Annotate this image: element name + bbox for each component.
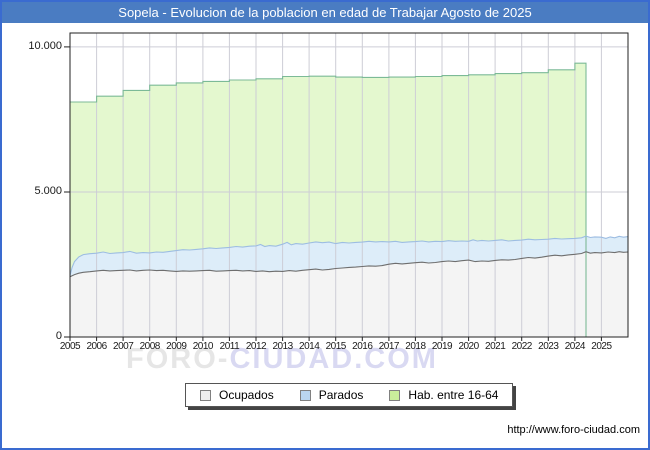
area-ocupados <box>70 251 628 337</box>
x-label-2012: 2012 <box>245 341 267 352</box>
y-label-10000: 10.000 <box>28 39 62 52</box>
x-label-2021: 2021 <box>485 341 506 352</box>
ocupados-swatch <box>200 389 211 401</box>
parados-swatch <box>299 389 311 401</box>
x-label-2011: 2011 <box>219 341 240 352</box>
x-label-2018: 2018 <box>405 341 426 352</box>
x-label-2019: 2019 <box>431 341 453 352</box>
x-label-2008: 2008 <box>139 341 161 352</box>
x-label-2017: 2017 <box>378 341 400 352</box>
footer-url: http://www.foro-ciudad.com <box>507 424 640 436</box>
legend-item-ocupados: Ocupados <box>200 388 274 402</box>
x-label-2016: 2016 <box>352 341 373 352</box>
y-label-5000: 5.000 <box>34 184 62 197</box>
x-label-2006: 2006 <box>86 341 107 352</box>
watermark-part1: FORO- <box>126 343 230 375</box>
title-bar: Sopela - Evolucion de la poblacion en ed… <box>2 2 648 23</box>
x-label-2009: 2009 <box>166 341 187 352</box>
hab-16-64-label: Hab. entre 16-64 <box>408 388 499 402</box>
chart-title: Sopela - Evolucion de la poblacion en ed… <box>118 5 532 20</box>
x-label-2023: 2023 <box>538 341 559 352</box>
watermark: FORO-CIUDAD.COM <box>126 343 536 376</box>
x-label-2007: 2007 <box>113 341 134 352</box>
ocupados-label: Ocupados <box>219 388 274 402</box>
x-label-2010: 2010 <box>192 341 214 352</box>
watermark-part2: CIUDAD.COM <box>229 343 438 375</box>
x-label-2013: 2013 <box>272 341 293 352</box>
x-label-2015: 2015 <box>325 341 347 352</box>
x-label-2005: 2005 <box>59 341 81 352</box>
line-hab-16-64 <box>70 62 587 337</box>
legend-item-parados: Parados <box>299 388 364 402</box>
x-label-2024: 2024 <box>564 341 586 352</box>
legend: Ocupados Parados Hab. entre 16-64 <box>185 383 514 407</box>
x-label-2020: 2020 <box>458 341 479 352</box>
parados-label: Parados <box>318 388 364 402</box>
x-label-2022: 2022 <box>511 341 533 352</box>
x-label-2025: 2025 <box>591 341 612 352</box>
y-label-0: 0 <box>55 330 62 342</box>
x-label-2014: 2014 <box>299 341 320 352</box>
line-parados <box>69 235 629 276</box>
line-ocupados <box>69 251 629 278</box>
hab-16-64-swatch <box>389 389 401 401</box>
legend-item-hab-16-64: Hab. entre 16-64 <box>389 388 498 402</box>
plot-border <box>69 32 629 338</box>
